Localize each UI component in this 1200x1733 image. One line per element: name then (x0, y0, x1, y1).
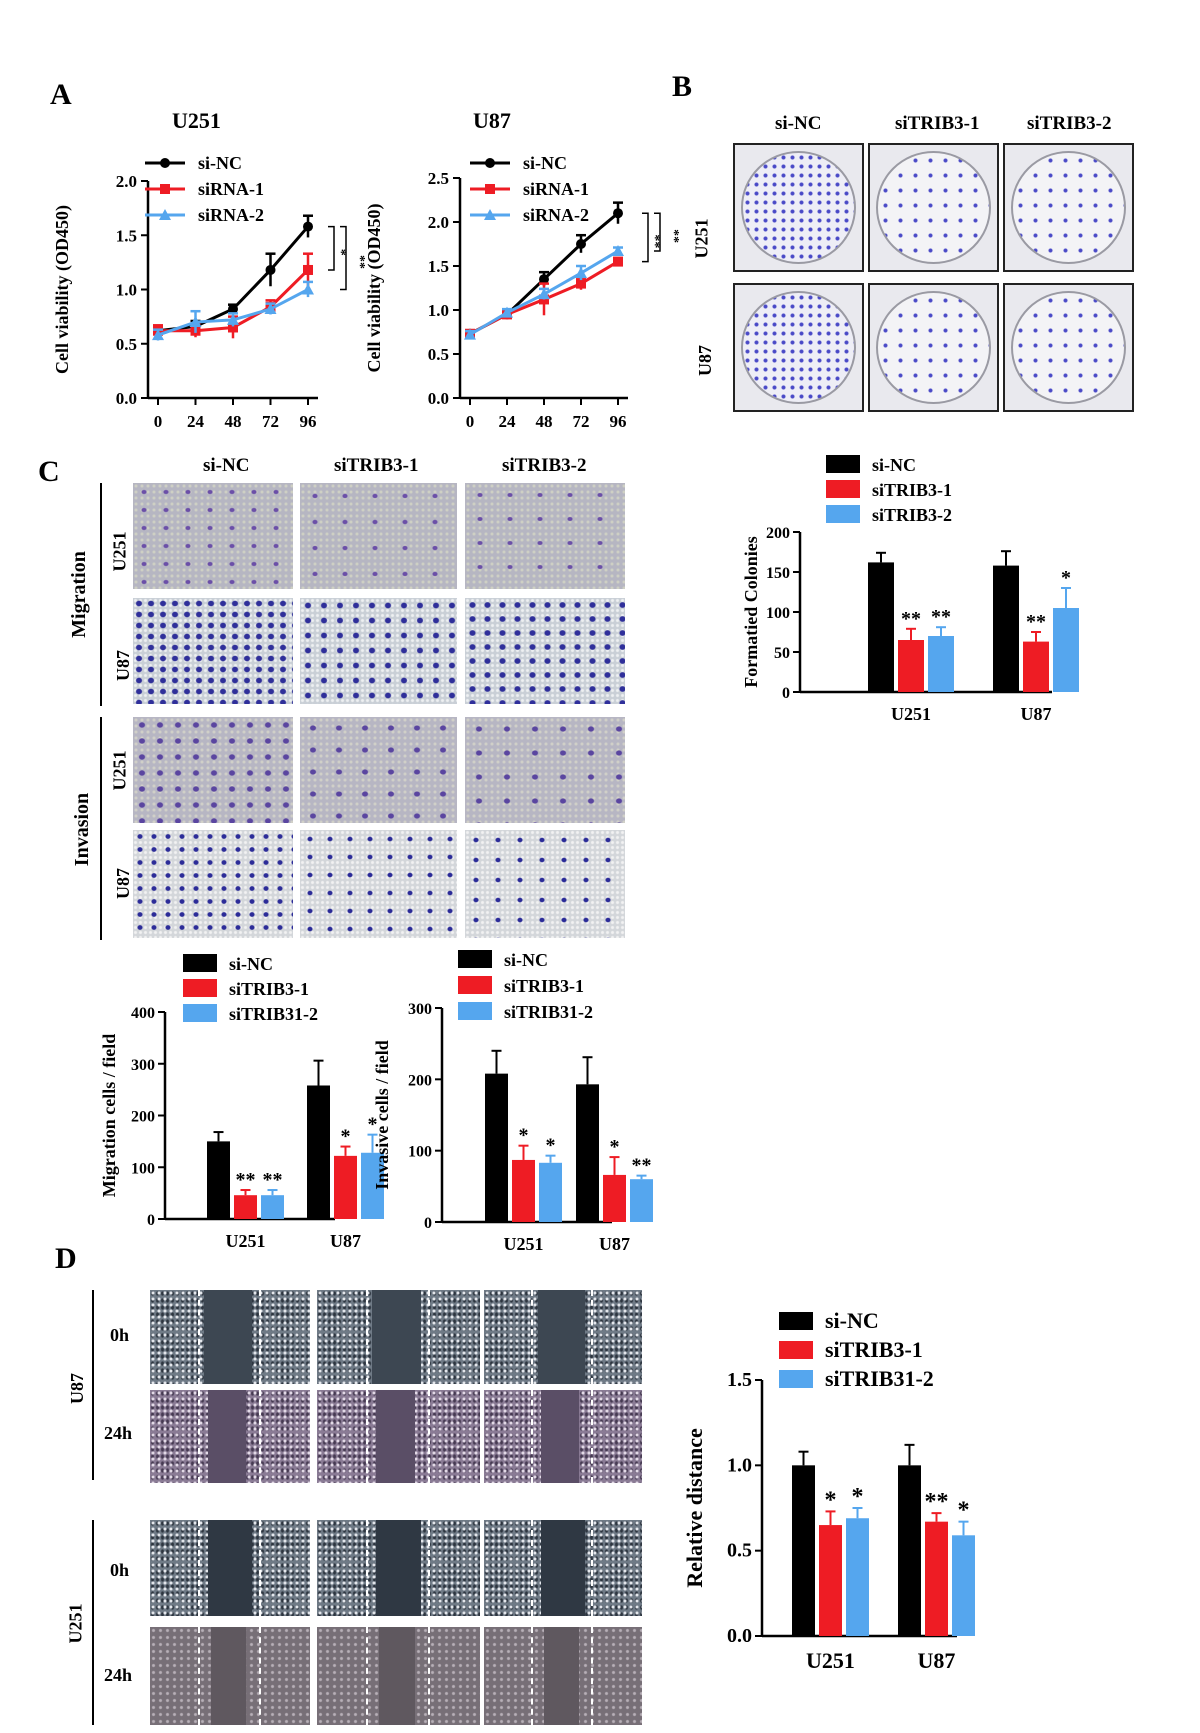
wound-edge-line (365, 1627, 368, 1725)
scratch-image-u251-24h-sitrib3-1 (317, 1627, 480, 1725)
scratch-gap (540, 1520, 586, 1616)
transwell-migration-u251-si-nc (133, 483, 293, 589)
scratch-image-u87-24h-si-nc (150, 1390, 310, 1483)
wound-edge-line (531, 1520, 534, 1616)
d-time-label-3: 0h (110, 1560, 130, 1580)
scratch-image-u87-0h-si-nc (150, 1290, 310, 1384)
scratch-image-u251-0h-si-nc (150, 1520, 310, 1616)
b-row-label-u251: U251 (691, 218, 712, 259)
c-col-header-2: siTRIB3-1 (334, 455, 419, 476)
b-row-label-u87: U87 (695, 345, 715, 376)
wound-edge-line (198, 1290, 200, 1384)
transwell-invasion-u251-sitrib3-1 (300, 717, 457, 823)
wound-edge-line (198, 1627, 200, 1725)
scratch-gap (544, 1627, 579, 1725)
transwell-invasion-u251-si-nc (133, 717, 293, 823)
wound-edge-line (427, 1520, 430, 1616)
u251-title: U251 (172, 108, 221, 133)
scratch-gap (537, 1290, 586, 1384)
d-group-label-u87: U87 (67, 1373, 87, 1404)
wound-edge-line (258, 1627, 261, 1725)
wound-edge-line (427, 1290, 430, 1384)
colony-dish-u87-sitrib3-2 (1003, 283, 1134, 412)
wound-edge-line (198, 1520, 200, 1616)
wound-edge-line (591, 1290, 594, 1384)
wound-edge-line (531, 1390, 534, 1483)
wound-edge-line (198, 1390, 200, 1483)
wound-edge-line (258, 1290, 261, 1384)
transwell-migration-u251-sitrib3-2 (465, 483, 625, 589)
c-col-header-3: siTRIB3-2 (502, 455, 587, 476)
transwell-migration-u251-sitrib3-1 (300, 483, 457, 589)
colony-dish-u251-si-nc (733, 143, 864, 272)
wound-edge-line (365, 1520, 368, 1616)
colony-dish-u87-si-nc (733, 283, 864, 412)
scratch-image-u87-24h-sitrib3-1 (317, 1390, 480, 1483)
colony-dish-u251-sitrib3-2 (1003, 143, 1134, 272)
invasion-bracket (100, 717, 102, 940)
d-group-label-u251: U251 (65, 1603, 86, 1644)
wound-edge-line (531, 1627, 534, 1725)
transwell-migration-u87-si-nc (133, 598, 293, 704)
c-row-label-3: U251 (109, 750, 130, 791)
b-col-header-2: siTRIB3-1 (895, 113, 980, 134)
d-time-label-1: 0h (110, 1325, 130, 1345)
wound-edge-line (591, 1390, 594, 1483)
u87-title: U87 (473, 108, 511, 133)
transwell-invasion-u87-sitrib3-1 (300, 830, 457, 938)
scratch-gap (204, 1290, 253, 1384)
scratch-image-u87-0h-sitrib31-2 (484, 1290, 642, 1384)
wound-edge-line (427, 1627, 430, 1725)
c-group-label-invasion: Invasion (71, 792, 94, 867)
scratch-gap (378, 1627, 415, 1725)
colony-dish-u251-sitrib3-1 (868, 143, 999, 272)
b-col-header-3: siTRIB3-2 (1027, 113, 1112, 134)
c-group-label-migration: Migration (67, 551, 90, 638)
d-u87-bracket (92, 1290, 94, 1480)
panel-letter-d: D (55, 1242, 77, 1275)
wound-edge-line (591, 1520, 594, 1616)
scratch-image-u251-0h-sitrib3-1 (317, 1520, 480, 1616)
colony-dish-u87-sitrib3-1 (868, 283, 999, 412)
panel-letter-a: A (50, 78, 72, 111)
wound-edge-line (591, 1627, 594, 1725)
wound-edge-line (365, 1390, 368, 1483)
transwell-migration-u87-sitrib3-1 (300, 598, 457, 704)
wound-edge-line (427, 1390, 430, 1483)
transwell-invasion-u87-sitrib3-2 (465, 830, 625, 938)
b-col-header-1: si-NC (775, 113, 822, 134)
panel-letter-c: C (38, 455, 60, 488)
scratch-image-u251-24h-si-nc (150, 1627, 310, 1725)
d-time-label-4: 24h (104, 1665, 133, 1685)
scratch-image-u87-24h-sitrib31-2 (484, 1390, 642, 1483)
d-u251-bracket (92, 1520, 94, 1725)
scratch-image-u87-0h-sitrib3-1 (317, 1290, 480, 1384)
scratch-gap (207, 1520, 253, 1616)
scratch-gap (375, 1390, 415, 1483)
scratch-gap (375, 1520, 422, 1616)
wound-edge-line (365, 1290, 368, 1384)
scratch-image-u251-0h-sitrib31-2 (484, 1520, 642, 1616)
transwell-invasion-u87-si-nc (133, 830, 293, 938)
c-row-label-1: U251 (109, 531, 130, 572)
scratch-gap (540, 1390, 579, 1483)
scratch-gap (210, 1627, 246, 1725)
d-time-label-2: 24h (104, 1423, 133, 1443)
wound-edge-line (531, 1290, 534, 1384)
c-row-label-4: U87 (113, 868, 133, 899)
scratch-image-u251-24h-sitrib31-2 (484, 1627, 642, 1725)
panel-letter-b: B (672, 70, 693, 103)
transwell-invasion-u251-sitrib3-2 (465, 717, 625, 823)
c-col-header-1: si-NC (203, 455, 250, 476)
c-row-label-2: U87 (113, 650, 133, 681)
migration-bracket (100, 483, 102, 706)
transwell-migration-u87-sitrib3-2 (465, 598, 625, 704)
wound-edge-line (258, 1520, 261, 1616)
scratch-gap (207, 1390, 246, 1483)
wound-edge-line (258, 1390, 261, 1483)
scratch-gap (372, 1290, 422, 1384)
